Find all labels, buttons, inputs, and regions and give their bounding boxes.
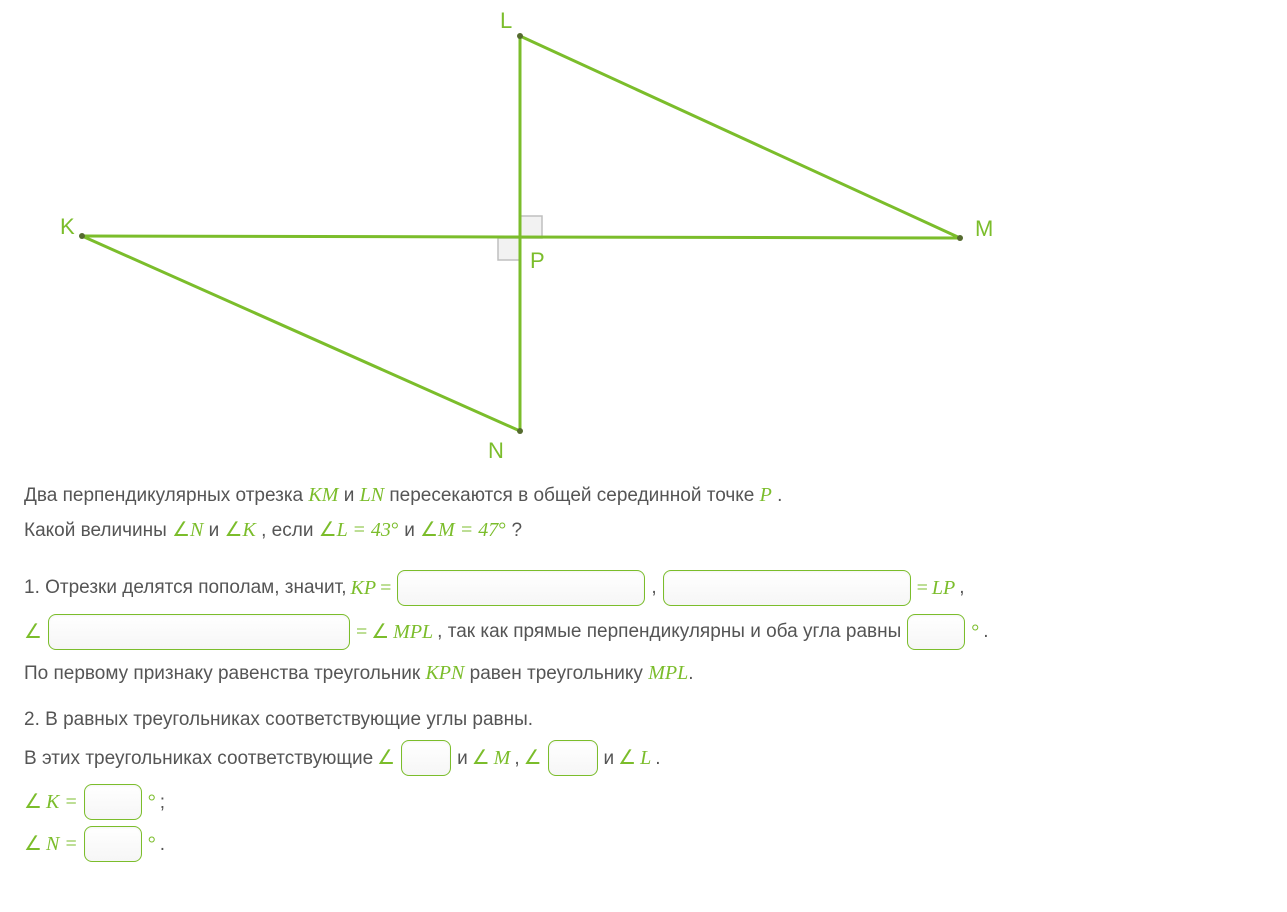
equals-sign: =	[356, 617, 367, 648]
text: .	[160, 830, 165, 859]
input-equals-lp[interactable]	[663, 570, 911, 606]
degree-sign: °	[971, 617, 979, 648]
text: 1. Отрезки делятся пополам, значит,	[24, 573, 347, 602]
angle-icon: ∠	[172, 519, 190, 541]
text: Какой величины	[24, 520, 172, 541]
text: По первому признаку равенства треугольни…	[24, 663, 425, 684]
geometry-diagram: L M K N P	[0, 0, 1287, 472]
segment-KM: KM	[308, 484, 338, 506]
degree-sign: °	[148, 829, 156, 860]
input-answer-N[interactable]	[84, 826, 142, 862]
triangle-MPL: MPL	[648, 662, 688, 684]
text: .	[983, 617, 988, 646]
svg-text:N: N	[488, 438, 504, 463]
angle-icon: ∠	[225, 519, 243, 541]
var-N: N =	[46, 829, 78, 860]
text: .	[655, 744, 660, 773]
var-LP: LP	[932, 573, 955, 604]
degree-sign: °	[148, 787, 156, 818]
var-K: K =	[46, 787, 78, 818]
answer-K: ∠K = °;	[24, 782, 1287, 822]
part1-line1: 1. Отрезки делятся пополам, значит, KP =…	[24, 568, 1287, 608]
text: 2. В равных треугольниках соответствующи…	[24, 709, 533, 730]
input-kp-equals[interactable]	[397, 570, 645, 606]
text: ,	[514, 744, 519, 773]
angle-M: M	[494, 743, 511, 774]
intro-line-2: Какой величины ∠N и ∠K , если ∠L = 43° и…	[24, 515, 1287, 546]
part2-line2: В этих треугольниках соответствующие ∠ и…	[24, 738, 1287, 778]
input-corresp-angle-1[interactable]	[401, 740, 451, 776]
text: ,	[651, 573, 656, 602]
equals-sign: =	[380, 573, 391, 604]
exercise-page: L M K N P Два перпендикулярных отрезка KM и …	[0, 0, 1287, 864]
angle-icon: ∠	[618, 743, 636, 774]
text: , так как прямые перпендикулярны и оба у…	[437, 617, 901, 646]
text: и	[344, 485, 360, 506]
angle-L: L	[640, 743, 651, 774]
angle-icon: ∠	[24, 829, 42, 860]
text: , если	[261, 520, 319, 541]
part1-line2: ∠ = ∠MPL , так как прямые перпендикулярн…	[24, 612, 1287, 652]
answer-N: ∠N = °.	[24, 824, 1287, 864]
triangle-KPN: KPN	[425, 662, 464, 684]
angle-MPL: MPL	[393, 617, 433, 648]
eq-L: L = 43	[337, 519, 391, 541]
part1-conclusion: По первому признаку равенства треугольни…	[24, 658, 1287, 689]
text: .	[688, 663, 693, 684]
text: и	[457, 744, 468, 773]
text: Два перпендикулярных отрезка	[24, 485, 308, 506]
degree-sign: °	[391, 519, 399, 541]
equals-sign: =	[917, 573, 928, 604]
text: пересекаются в общей серединной точке	[389, 485, 759, 506]
angle-icon: ∠	[472, 743, 490, 774]
input-answer-K[interactable]	[84, 784, 142, 820]
text: В этих треугольниках соответствующие	[24, 744, 373, 773]
angle-icon: ∠	[377, 743, 395, 774]
part2-line1: 2. В равных треугольниках соответствующи…	[24, 705, 1287, 734]
point-P: P	[760, 484, 772, 506]
text: ;	[160, 788, 165, 817]
angle-N: N	[190, 519, 203, 541]
text: .	[777, 485, 782, 506]
degree-sign: °	[498, 519, 506, 541]
svg-text:L: L	[500, 8, 512, 33]
text: равен треугольнику	[470, 663, 649, 684]
segment-LN: LN	[360, 484, 384, 506]
problem-text: Два перпендикулярных отрезка KM и LN пер…	[0, 472, 1287, 864]
input-corresp-angle-2[interactable]	[548, 740, 598, 776]
intro-line-1: Два перпендикулярных отрезка KM и LN пер…	[24, 480, 1287, 511]
angle-icon: ∠	[319, 519, 337, 541]
input-angle-degrees[interactable]	[907, 614, 965, 650]
var-KP: KP	[351, 573, 377, 604]
text: и	[209, 520, 225, 541]
eq-M: M = 47	[438, 519, 498, 541]
input-angle-name[interactable]	[48, 614, 350, 650]
text: и	[604, 744, 615, 773]
angle-icon: ∠	[371, 617, 389, 648]
angle-icon: ∠	[24, 787, 42, 818]
text: ,	[959, 573, 964, 602]
angle-icon: ∠	[420, 519, 438, 541]
angle-icon: ∠	[524, 743, 542, 774]
text: ?	[511, 520, 522, 541]
svg-text:M: M	[975, 216, 993, 241]
angle-icon: ∠	[24, 617, 42, 648]
text: и	[404, 520, 420, 541]
svg-text:P: P	[530, 248, 545, 273]
angle-K: K	[242, 519, 255, 541]
svg-text:K: K	[60, 214, 75, 239]
